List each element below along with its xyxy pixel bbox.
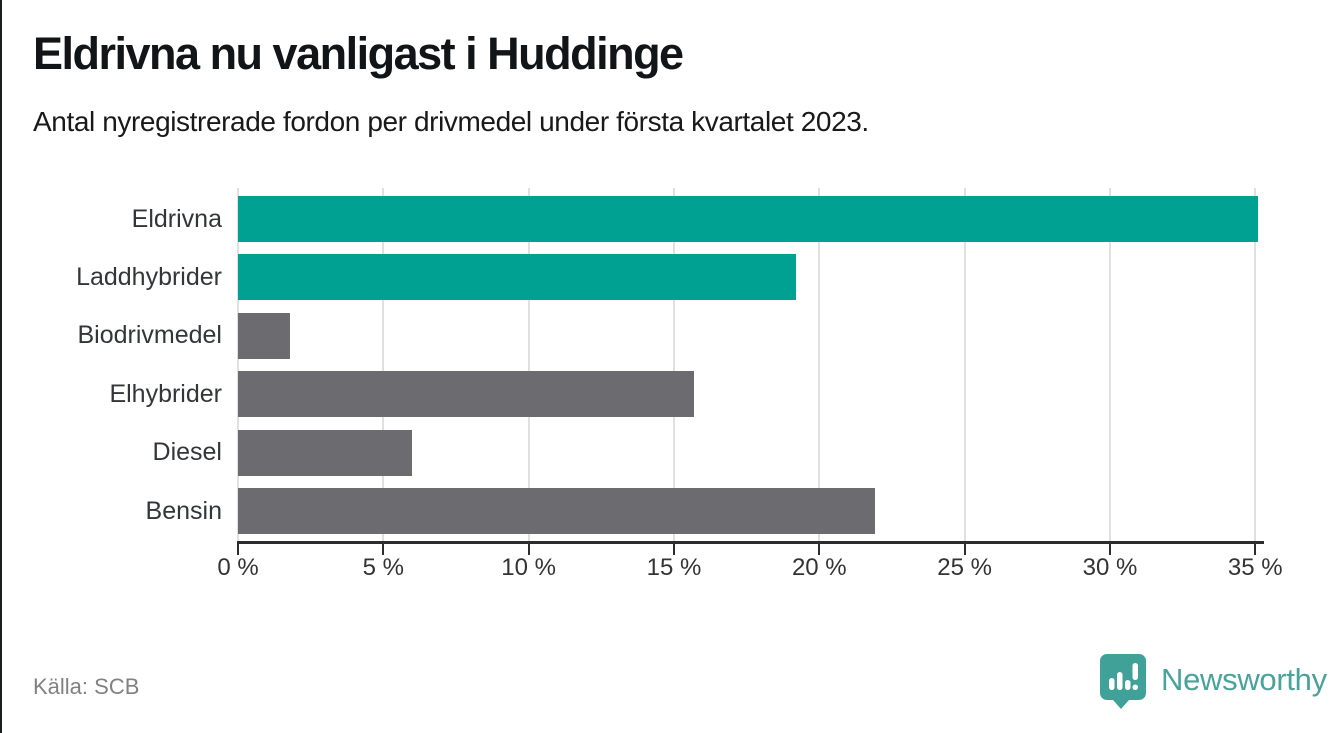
page-title: Eldrivna nu vanligast i Huddinge	[33, 28, 684, 79]
gridline	[818, 188, 821, 541]
category-label-diesel: Diesel	[152, 438, 222, 467]
newsworthy-wordmark: Newsworthy	[1161, 662, 1327, 697]
x-axis-line	[238, 541, 1264, 544]
gridline	[1254, 188, 1257, 541]
category-label-biodrivmedel: Biodrivmedel	[77, 321, 222, 350]
bar-laddhybrider	[238, 254, 797, 301]
axis-tick-label: 0 %	[217, 554, 259, 581]
bar-eldrivna	[238, 196, 1259, 242]
page-subtitle: Antal nyregistrerade fordon per drivmede…	[33, 106, 869, 137]
gridline	[237, 188, 239, 541]
gridline	[1108, 188, 1111, 541]
axis-tick-label: 35 %	[1227, 554, 1283, 581]
category-label-eldrivna: Eldrivna	[131, 204, 222, 233]
axis-tick-label: 20 %	[791, 554, 847, 581]
gridline	[382, 188, 385, 541]
bar-diesel	[238, 429, 413, 476]
axis-tick-label: 5 %	[362, 554, 404, 581]
axis-tick	[963, 541, 966, 555]
bar-bensin	[238, 488, 875, 534]
category-label-bensin: Bensin	[145, 496, 222, 525]
newsworthy-pin-icon	[1100, 654, 1146, 709]
axis-tick	[237, 541, 239, 555]
gridline	[963, 188, 966, 541]
axis-tick-label: 10 %	[501, 554, 556, 581]
source-note: Källa: SCB	[33, 674, 140, 699]
gridline	[672, 188, 675, 541]
bar-chart: 0 % 5 % 10 % 15 % 20 % 25 % 30 % 35 % Eldrivna L…	[0, 188, 1340, 588]
gridline	[527, 188, 530, 541]
axis-tick	[527, 541, 530, 555]
axis-tick	[1254, 541, 1257, 555]
left-edge-border	[0, 0, 2, 733]
newsworthy-logo: Newsworthy	[1099, 653, 1327, 713]
category-label-laddhybrider: Laddhybrider	[76, 262, 222, 291]
axis-tick-label: 25 %	[937, 554, 992, 581]
axis-tick	[672, 541, 675, 555]
bar-elhybrider	[238, 371, 695, 418]
axis-tick-label: 15 %	[646, 554, 702, 581]
axis-tick	[1108, 541, 1111, 555]
axis-tick	[818, 541, 821, 555]
axis-tick-label: 30 %	[1082, 554, 1138, 581]
category-label-elhybrider: Elhybrider	[109, 379, 222, 408]
bar-biodrivmedel	[238, 312, 291, 359]
axis-tick	[382, 541, 385, 555]
plot-area: 0 % 5 % 10 % 15 % 20 % 25 % 30 % 35 %	[217, 188, 1283, 581]
